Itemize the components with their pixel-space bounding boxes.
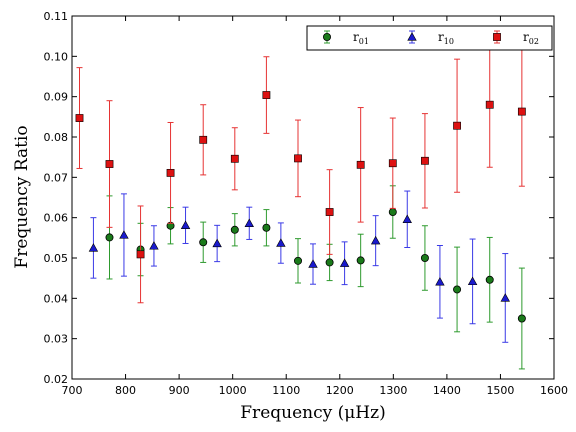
legend: r01 r10 r02: [306, 25, 553, 51]
y-tick-label: 0.02: [44, 373, 69, 386]
y-axis-title: Frequency Ratio: [12, 125, 32, 268]
data-point-r01: [105, 233, 114, 242]
legend-label-main: r: [523, 30, 529, 44]
legend-label-r10: r10: [438, 30, 454, 46]
legend-label-r02: r02: [523, 30, 539, 46]
x-tick-label: 1300: [379, 384, 407, 397]
legend-marker-r01: [322, 33, 331, 42]
y-ticks: 0.02 0.03 0.04 0.05 0.06 0.07 0.08 0.09 0.10 0.11: [44, 10, 554, 386]
data-point-r01: [325, 258, 334, 267]
data-point-r01: [356, 256, 365, 265]
data-point-r01: [230, 225, 239, 234]
data-point-r01: [485, 275, 494, 284]
y-tick-label: 0.07: [44, 171, 69, 184]
data-point-r02: [262, 91, 271, 99]
data-point-r01: [420, 253, 429, 262]
data-point-r10: [149, 241, 159, 250]
data-point-r01: [262, 223, 271, 232]
data-point-r10: [402, 214, 412, 223]
data-point-r02: [485, 100, 494, 109]
y-tick-label: 0.11: [44, 10, 69, 23]
data-point-r02: [75, 114, 84, 122]
y-tick-label: 0.08: [44, 131, 69, 144]
series-layer: [75, 36, 526, 370]
legend-marker-r02: [493, 33, 501, 41]
data-point-r10: [244, 218, 254, 227]
data-point-r10: [308, 259, 318, 268]
data-point-r01: [453, 285, 462, 294]
data-point-r01: [388, 208, 397, 217]
data-point-r02: [230, 154, 239, 163]
y-tick-label: 0.06: [44, 212, 69, 225]
x-tick-label: 1200: [326, 384, 354, 397]
data-point-r02: [166, 168, 175, 177]
data-point-r10: [88, 243, 99, 252]
data-point-r02: [356, 160, 365, 169]
data-point-r02: [325, 208, 334, 216]
x-tick-label: 700: [62, 384, 83, 397]
series-r10: [88, 190, 510, 343]
x-tick-label: 900: [169, 384, 190, 397]
plot-frame: [71, 15, 555, 380]
data-point-r02: [517, 107, 526, 116]
y-tick-label: 0.05: [44, 252, 69, 265]
series-r02: [75, 36, 526, 304]
series-r01: [105, 185, 526, 370]
y-tick-label: 0.04: [44, 292, 69, 305]
data-point-r02: [136, 250, 145, 259]
plot-area: [75, 36, 526, 370]
data-point-r01: [294, 256, 303, 265]
data-point-r10: [276, 238, 286, 247]
x-tick-label: 1400: [433, 384, 461, 397]
data-point-r10: [339, 258, 350, 267]
data-point-r02: [421, 156, 429, 165]
legend-label-r01: r01: [353, 30, 369, 46]
data-point-r01: [199, 238, 208, 247]
data-point-r02: [388, 159, 397, 168]
data-point-r10: [119, 230, 129, 239]
data-point-r02: [294, 154, 302, 163]
data-point-r02: [453, 121, 461, 130]
data-point-r10: [500, 293, 510, 302]
x-tick-label: 1000: [219, 384, 247, 397]
legend-box: [306, 25, 553, 51]
data-point-r10: [180, 220, 191, 229]
data-point-r02: [199, 135, 208, 144]
data-point-r10: [370, 235, 381, 245]
legend-label-main: r: [438, 30, 444, 44]
data-point-r01: [517, 314, 526, 323]
legend-label-sub: 01: [359, 37, 369, 46]
y-tick-label: 0.09: [44, 91, 69, 104]
legend-marker-r10: [407, 32, 417, 41]
data-point-r02: [105, 160, 114, 168]
x-tick-label: 1100: [272, 384, 300, 397]
x-tick-label: 1500: [486, 384, 514, 397]
legend-label-sub: 10: [444, 37, 454, 46]
y-tick-label: 0.03: [44, 333, 69, 346]
y-tick-label: 0.10: [44, 50, 69, 63]
x-axis-title: Frequency (μHz): [240, 403, 385, 423]
legend-label-main: r: [353, 30, 359, 44]
x-tick-label: 800: [115, 384, 136, 397]
x-tick-label: 1600: [540, 384, 568, 397]
legend-label-sub: 02: [529, 37, 539, 46]
data-point-r10: [467, 276, 478, 286]
data-point-r10: [212, 238, 222, 248]
x-ticks: 700 800 900 1000 1100 1200 1300 1400 1500 1600: [62, 16, 568, 397]
data-point-r10: [435, 276, 445, 286]
